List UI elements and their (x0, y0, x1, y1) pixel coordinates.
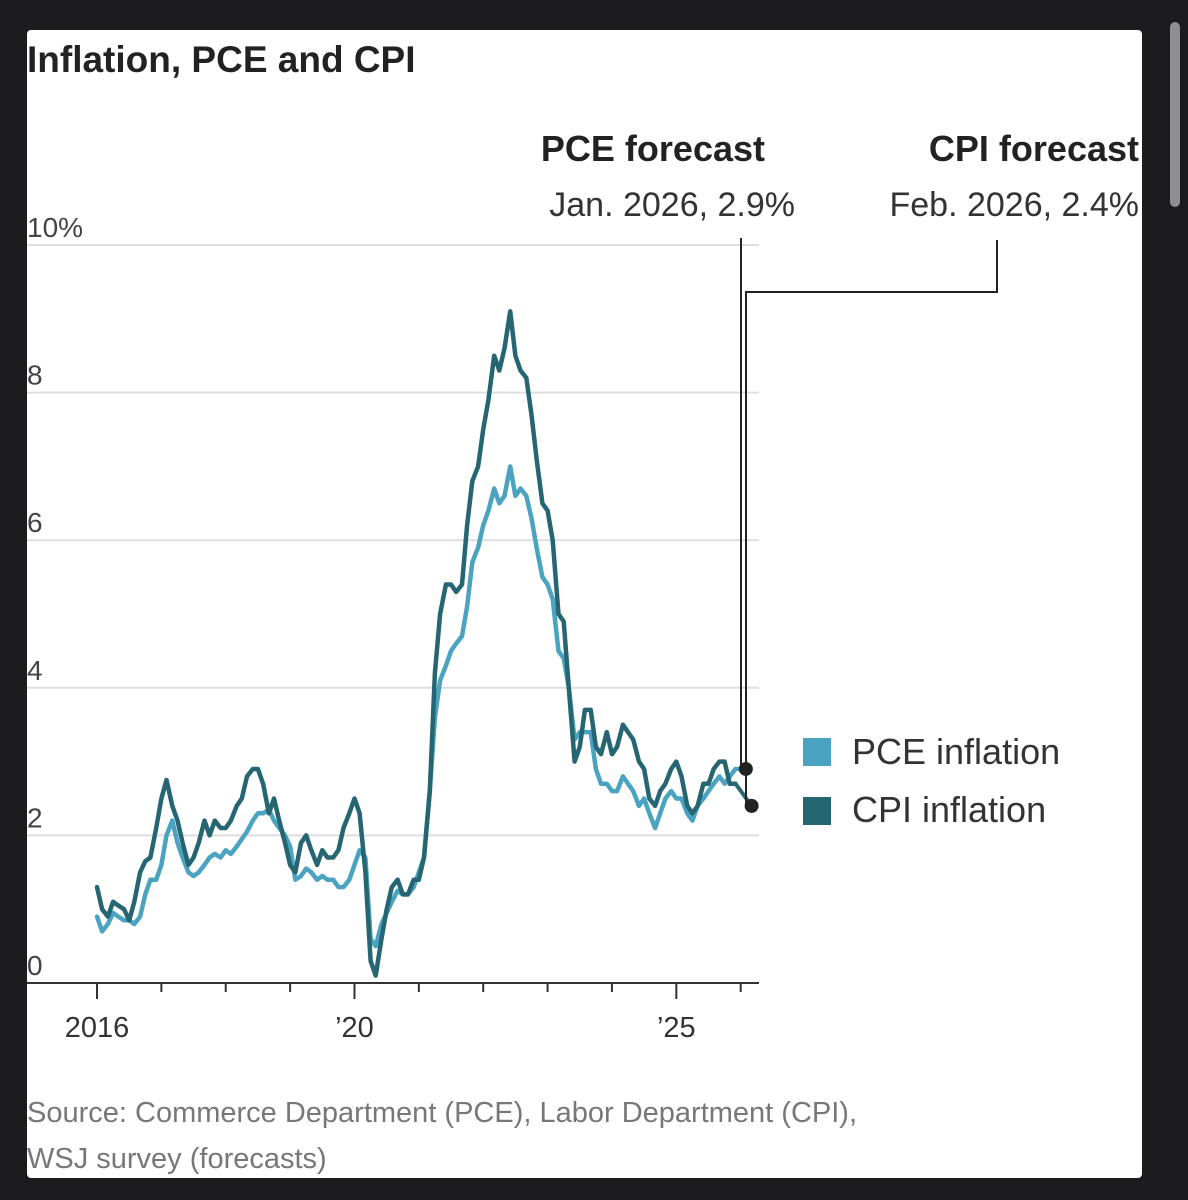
series-line-pce (94, 464, 738, 949)
legend-swatch-pce (803, 738, 831, 766)
scrollbar[interactable] (1170, 22, 1180, 207)
line-chart: Inflation, PCE and CPI 0 2 4 6 8 10% 2016 ’20 ’… (27, 39, 1139, 1175)
legend: PCE inflation CPI inflation (803, 731, 1060, 830)
x-tick-label-2025: ’25 (657, 1012, 696, 1044)
pce-forecast-label: PCE forecast (541, 128, 765, 169)
cpi-forecast-label: CPI forecast (929, 128, 1139, 169)
cpi-forecast-sub: Feb. 2026, 2.4% (889, 186, 1139, 224)
series-lines (94, 309, 759, 978)
y-tick-label-8: 8 (27, 360, 43, 391)
y-tick-label-2: 2 (27, 802, 43, 833)
x-tick-label-2016: 2016 (65, 1012, 130, 1044)
x-axis: 2016 ’20 ’25 (27, 982, 759, 1044)
y-tick-label-4: 4 (27, 655, 43, 686)
y-tick-label-10: 10% (27, 212, 83, 243)
y-tick-label-0: 0 (27, 950, 43, 981)
cpi-forecast-leader-line (745, 240, 998, 804)
grid-lines (27, 244, 759, 837)
forecast-dot-cpi (744, 798, 759, 813)
x-tick-label-2020: ’20 (335, 1012, 374, 1044)
source-line-2: WSJ survey (forecasts) (27, 1143, 327, 1175)
legend-label-cpi: CPI inflation (852, 789, 1046, 830)
legend-label-pce: PCE inflation (852, 731, 1060, 772)
pce-forecast-sub: Jan. 2026, 2.9% (549, 186, 795, 224)
legend-swatch-cpi (803, 797, 831, 825)
y-tick-label-6: 6 (27, 507, 43, 538)
series-line-cpi (94, 309, 738, 978)
forecast-annotations: PCE forecast Jan. 2026, 2.9% CPI forecas… (541, 128, 1139, 804)
chart-title: Inflation, PCE and CPI (27, 39, 416, 80)
chart-card: Inflation, PCE and CPI 0 2 4 6 8 10% 2016 ’20 ’… (27, 30, 1142, 1178)
source-line-1: Source: Commerce Department (PCE), Labor… (27, 1097, 857, 1129)
y-axis-ticks: 0 2 4 6 8 10% (27, 212, 83, 981)
